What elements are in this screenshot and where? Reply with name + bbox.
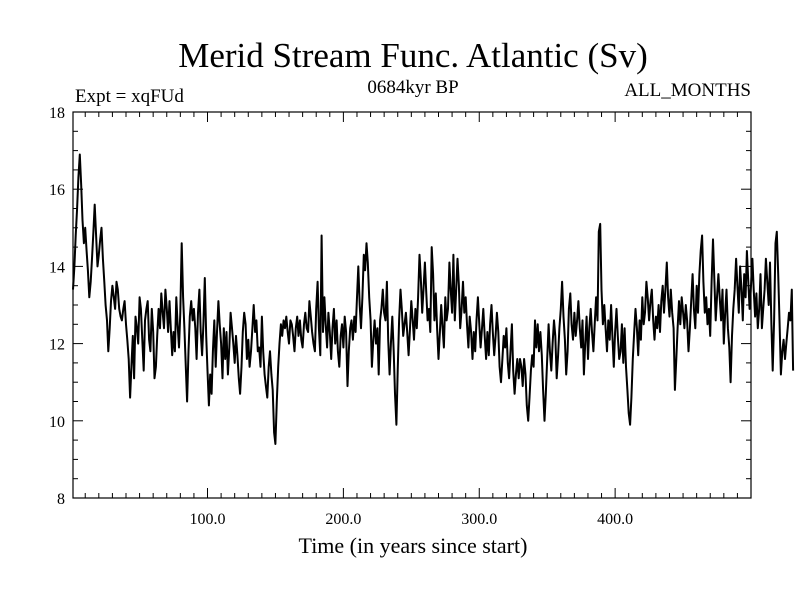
y-tick-label: 10 (49, 414, 65, 431)
y-tick-label: 18 (49, 105, 65, 122)
x-tick-label: 400.0 (597, 511, 633, 528)
chart-subtitle: 0684kyr BP (367, 77, 458, 98)
x-tick-label: 200.0 (325, 511, 361, 528)
x-axis-label: Time (in years since start) (299, 533, 528, 558)
experiment-label: Expt = xqFUd (75, 86, 184, 107)
plot-frame (72, 111, 752, 499)
tick-labels: 100.0 200.0 300.0 400.0 8 10 12 14 16 18 (49, 105, 633, 528)
y-tick-label: 12 (49, 337, 65, 354)
y-tick-label: 14 (49, 259, 65, 276)
months-label: ALL_MONTHS (624, 80, 751, 101)
chart-title: Merid Stream Func. Atlantic (Sv) (178, 36, 648, 75)
x-tick-label: 300.0 (461, 511, 497, 528)
y-tick-label: 8 (57, 491, 65, 508)
data-series-line (72, 153, 795, 445)
y-tick-label: 16 (49, 182, 65, 199)
x-tick-label: 100.0 (190, 511, 226, 528)
